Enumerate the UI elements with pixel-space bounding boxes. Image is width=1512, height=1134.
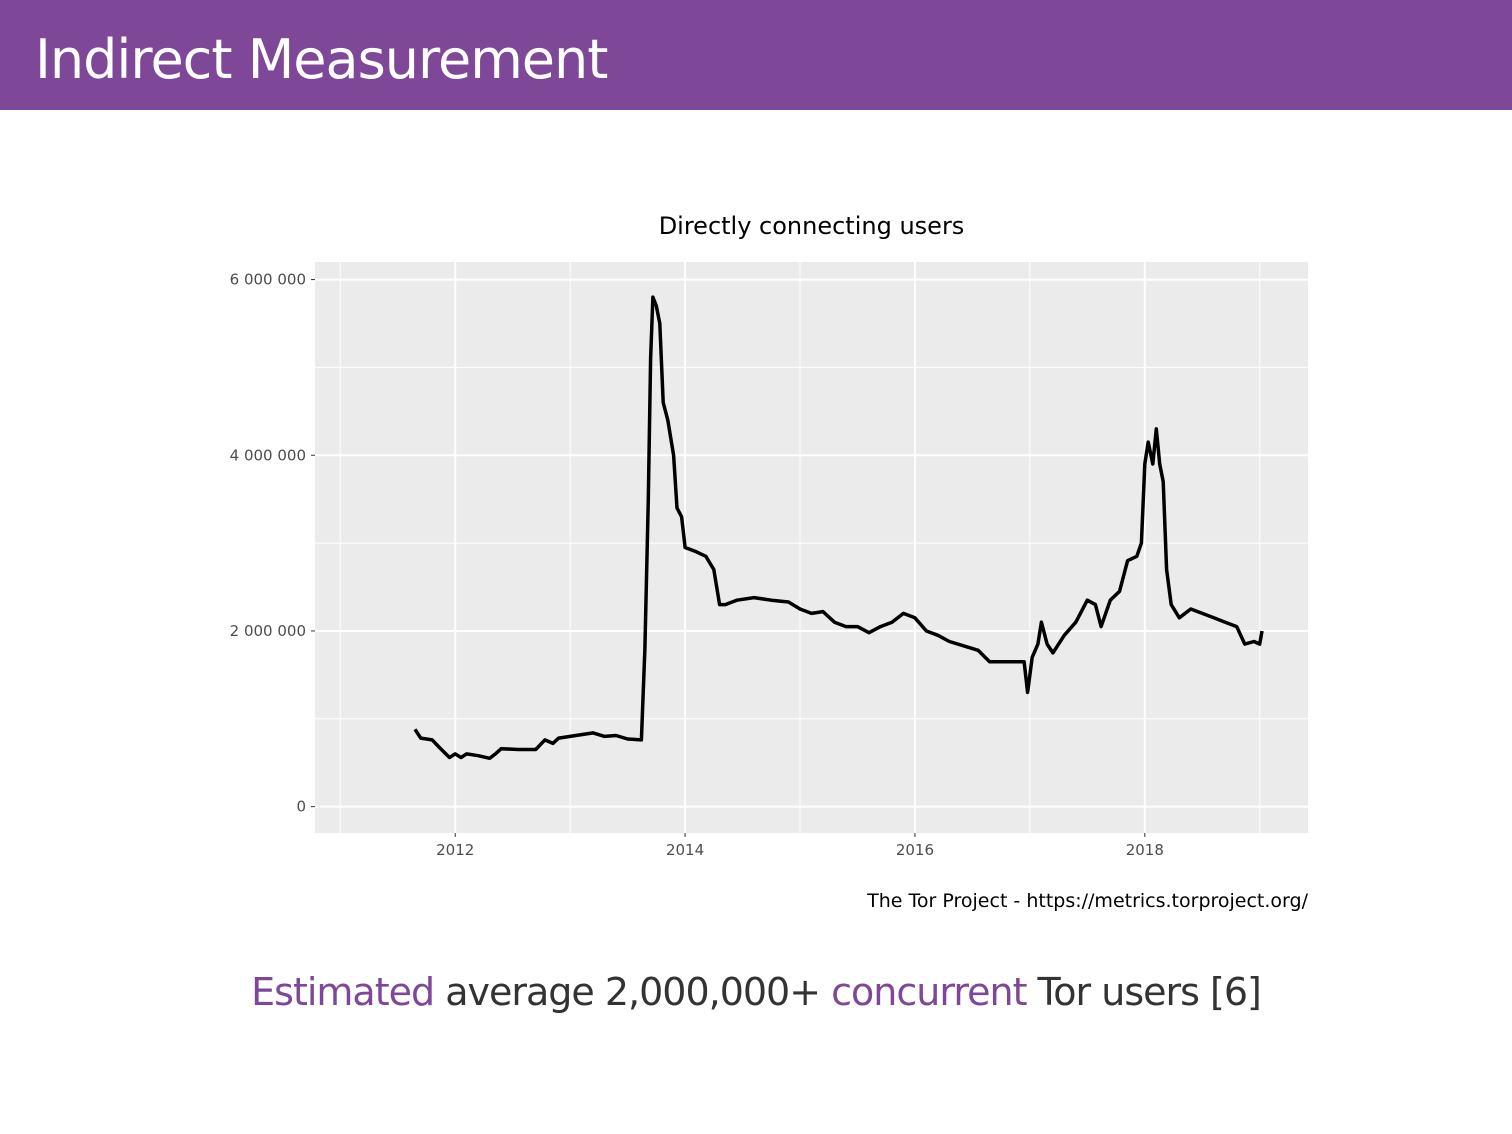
- caption-estimated: Estimated: [251, 970, 435, 1014]
- x-tick-label: 2016: [896, 841, 934, 859]
- y-tick-label: 0: [296, 798, 306, 816]
- slide-caption: Estimated average 2,000,000+ concurrent …: [0, 970, 1512, 1014]
- plot-panel: [315, 262, 1308, 833]
- chart-source-caption: The Tor Project - https://metrics.torpro…: [866, 890, 1308, 912]
- slide-title: Indirect Measurement: [35, 28, 608, 91]
- y-tick-label: 6 000 000: [230, 271, 306, 289]
- y-tick-label: 4 000 000: [230, 446, 306, 464]
- x-tick-label: 2014: [666, 841, 704, 859]
- caption-text-2: Tor users [6]: [1026, 970, 1262, 1014]
- chart-title: Directly connecting users: [659, 212, 965, 240]
- y-tick-label: 2 000 000: [230, 622, 306, 640]
- x-tick-label: 2012: [436, 841, 474, 859]
- users-line-chart: 2012 2014 2016 2018 0 2 000 000 4 000 000 6 000…: [230, 212, 1309, 912]
- caption-concurrent: concurrent: [831, 970, 1027, 1014]
- caption-text-1: average 2,000,000+: [434, 970, 832, 1014]
- x-tick-label: 2018: [1126, 841, 1164, 859]
- slide-header: Indirect Measurement: [0, 0, 1512, 110]
- series-line-users: [413, 295, 1264, 761]
